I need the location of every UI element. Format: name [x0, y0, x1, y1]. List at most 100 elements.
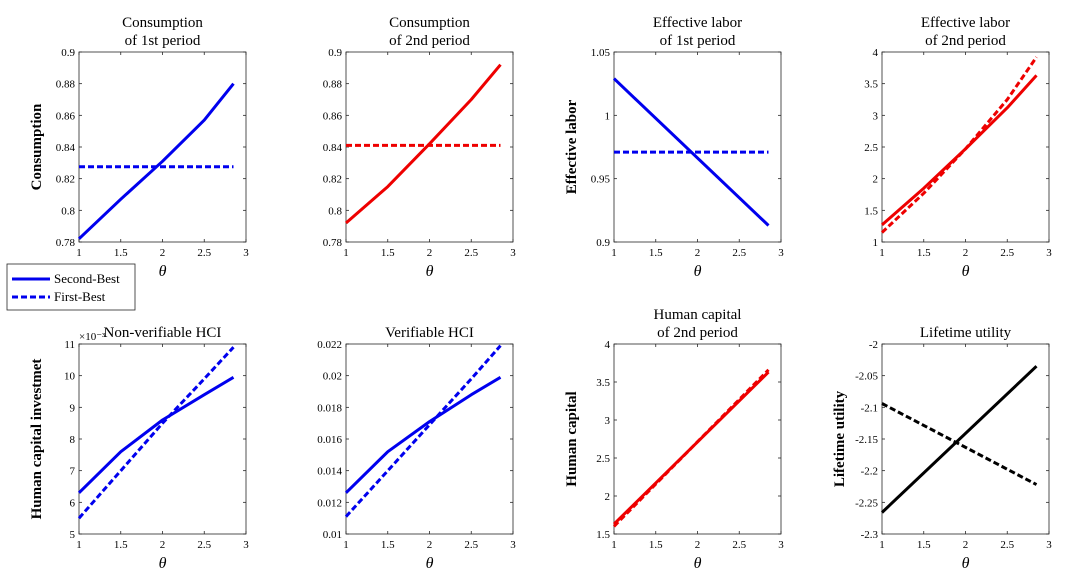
legend-box	[6, 263, 136, 311]
y-tick-label: 0.82	[323, 174, 342, 186]
y-tick-label: -2.05	[855, 371, 878, 383]
x-tick-label: 3	[510, 539, 516, 551]
y-tick-label: 9	[70, 402, 76, 414]
y-tick-label: 0.01	[323, 529, 342, 541]
y-tick-label: 0.84	[56, 142, 76, 154]
y-tick-label: 3	[605, 415, 611, 427]
subplot-title: of 1st period	[125, 33, 201, 49]
x-tick-label: 2	[160, 539, 166, 551]
y-axis-label: Human capital investmet	[29, 359, 45, 520]
y-tick-label: -2.25	[855, 497, 878, 509]
subplot-3: 1 1.5 2 2.5 3 0.9 0.95 1 1.05 Effective labor of 1…	[564, 15, 784, 280]
subplot-title: of 2nd period	[925, 33, 1006, 49]
y-tick-label: 0.95	[591, 174, 611, 186]
y-tick-label: 2.5	[596, 453, 610, 465]
x-tick-label: 1	[879, 247, 885, 259]
x-tick-label: 2	[427, 247, 433, 259]
axes-box	[78, 343, 247, 535]
x-axis-label: θ	[426, 555, 434, 572]
y-tick-label: -2	[869, 339, 878, 351]
subplot-title: Verifiable HCI	[385, 325, 474, 341]
x-tick-label: 2	[695, 539, 701, 551]
subplot-title: Consumption	[122, 15, 203, 31]
y-tick-label: 0.018	[317, 402, 342, 414]
x-tick-label: 2	[427, 539, 433, 551]
subplot-title: of 1st period	[660, 33, 736, 49]
y-tick-label: 4	[605, 339, 611, 351]
y-tick-label: 0.78	[56, 237, 76, 249]
y-axis-label: Human capital	[564, 391, 580, 486]
x-tick-label: 1.5	[381, 247, 395, 259]
subplot-2: 1 1.5 2 2.5 3 0.78 0.8 0.82 0.84 0.86 0.88 0.9 Consu…	[323, 15, 517, 280]
y-tick-label: 1.05	[591, 47, 611, 59]
y-tick-label: 2.5	[864, 142, 878, 154]
series-line-first-best	[880, 56, 1038, 234]
y-tick-label: 10	[64, 371, 76, 383]
x-tick-label: 1.5	[649, 539, 663, 551]
x-tick-label: 2.5	[1000, 539, 1014, 551]
x-tick-label: 2	[963, 539, 969, 551]
x-axis-label: θ	[159, 555, 167, 572]
y-tick-label: -2.3	[861, 529, 879, 541]
x-tick-label: 1	[343, 539, 349, 551]
x-tick-label: 3	[778, 247, 784, 259]
x-axis-label: θ	[962, 263, 970, 280]
y-axis-label: Lifetime utility	[832, 390, 848, 487]
x-tick-label: 1	[76, 247, 82, 259]
subplot-title: Effective labor	[653, 15, 742, 31]
y-tick-label: 0.014	[317, 466, 342, 478]
subplot-1: 1 1.5 2 2.5 3 0.78 0.8 0.82 0.84 0.86 0.88 0.9 Consu…	[29, 15, 249, 280]
series-line-second-best	[881, 74, 1038, 227]
y-tick-label: 2	[605, 491, 611, 503]
x-tick-label: 2	[695, 247, 701, 259]
x-tick-label: 2.5	[732, 247, 746, 259]
subplot-title: Human capital	[654, 307, 742, 323]
axes-box	[881, 343, 1050, 535]
x-tick-label: 3	[1046, 247, 1052, 259]
subplot-8: 1 1.5 2 2.5 3 -2.3 -2.25 -2.2 -2.15 -2.1 -2.05 -2 Li…	[832, 325, 1052, 572]
y-tick-label: 0.016	[317, 434, 342, 446]
x-tick-label: 1	[611, 247, 617, 259]
x-tick-label: 3	[1046, 539, 1052, 551]
x-tick-label: 1.5	[114, 539, 128, 551]
series-line-first-best	[77, 346, 235, 520]
y-tick-label: 0.88	[323, 79, 343, 91]
x-tick-label: 2	[160, 247, 166, 259]
x-tick-label: 1.5	[381, 539, 395, 551]
y-tick-label: 0.8	[61, 205, 75, 217]
series-line-second-best	[345, 63, 502, 225]
x-tick-label: 1.5	[917, 247, 931, 259]
series-line-second-best	[880, 365, 1038, 514]
y-exponent-label: ×10⁻³	[79, 331, 106, 343]
subplot-6: 1 1.5 2 2.5 3 0.01 0.012 0.014 0.016 0.018 0.02 0.0…	[317, 325, 516, 572]
y-tick-label: 0.84	[323, 142, 343, 154]
x-axis-label: θ	[694, 555, 702, 572]
x-axis-label: θ	[426, 263, 434, 280]
y-tick-label: 1	[873, 237, 879, 249]
x-tick-label: 1	[611, 539, 617, 551]
x-tick-label: 2.5	[1000, 247, 1014, 259]
y-tick-label: 0.86	[323, 110, 343, 122]
x-tick-label: 2.5	[464, 539, 478, 551]
y-tick-label: 0.82	[56, 174, 75, 186]
y-tick-label: 8	[70, 434, 76, 446]
x-tick-label: 1.5	[917, 539, 931, 551]
x-tick-label: 1	[879, 539, 885, 551]
y-tick-label: 0.86	[56, 110, 76, 122]
axes-box	[345, 343, 514, 535]
subplot-title: Consumption	[389, 15, 470, 31]
series-line-second-best	[77, 82, 235, 240]
legend-label: Second-Best	[54, 271, 120, 286]
x-tick-label: 3	[778, 539, 784, 551]
y-axis-label: Effective labor	[564, 99, 580, 194]
y-tick-label: 5	[70, 529, 76, 541]
x-tick-label: 3	[510, 247, 516, 259]
x-tick-label: 3	[243, 247, 249, 259]
y-tick-label: 3.5	[596, 377, 610, 389]
series-line-first-best	[881, 402, 1038, 486]
subplot-title: of 2nd period	[657, 325, 738, 341]
x-tick-label: 1	[343, 247, 349, 259]
y-tick-label: -2.15	[855, 434, 878, 446]
x-tick-label: 2.5	[732, 539, 746, 551]
